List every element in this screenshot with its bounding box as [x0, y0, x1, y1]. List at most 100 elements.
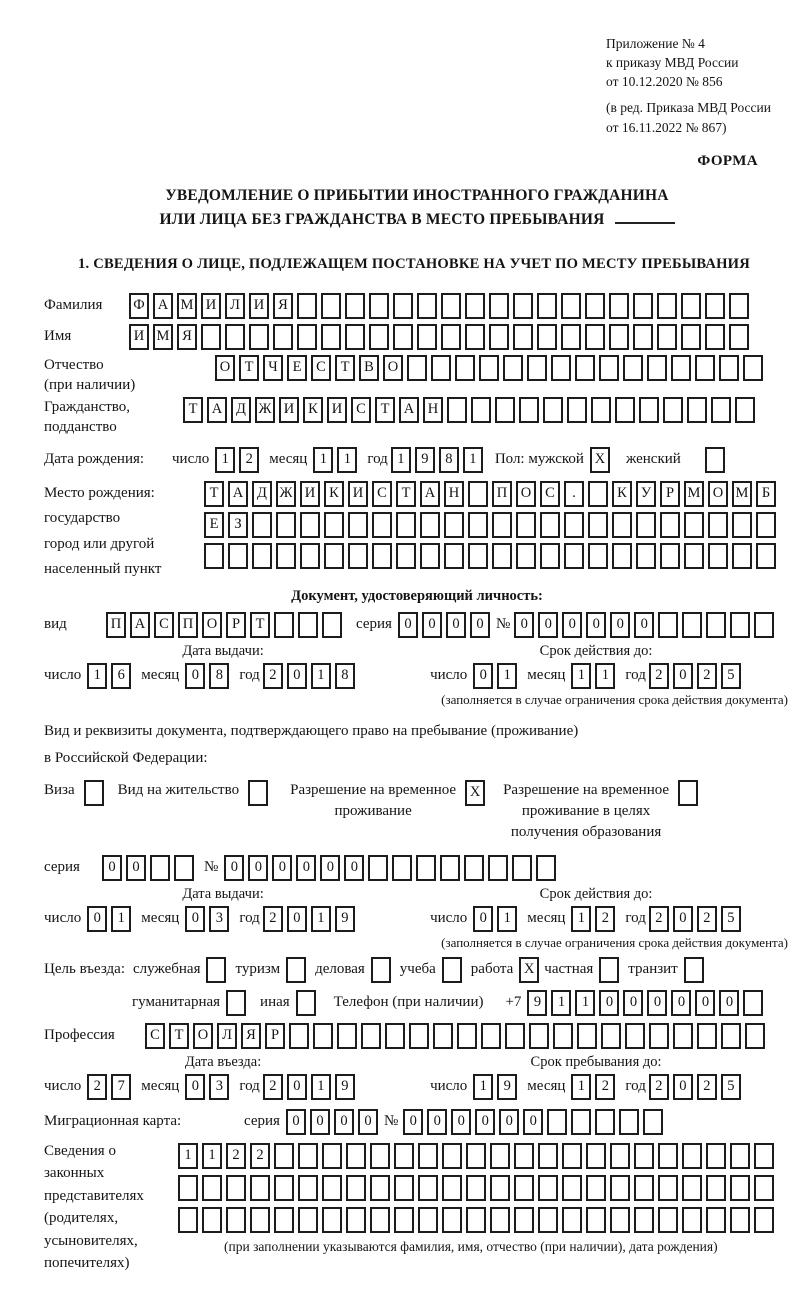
patronymic-cell[interactable]: Е	[287, 354, 307, 381]
issue-day-cell[interactable]: 6	[111, 662, 132, 689]
given-name-cell[interactable]	[681, 323, 701, 350]
representatives-cell[interactable]	[706, 1174, 726, 1201]
surname-cell[interactable]	[441, 292, 461, 319]
phone-cell[interactable]: 0	[647, 989, 668, 1016]
residence-doc-number-cell[interactable]	[512, 854, 533, 881]
birth-place-cell[interactable]	[276, 511, 296, 538]
residence-doc-series-cell[interactable]: 0	[102, 854, 122, 881]
residence-doc-number-cell[interactable]	[488, 854, 509, 881]
birth-place-cell[interactable]	[348, 511, 368, 538]
representatives-cell[interactable]	[322, 1142, 342, 1169]
migration-card-number-cell[interactable]: 0	[403, 1108, 424, 1135]
given-name-cell[interactable]	[729, 323, 749, 350]
surname-cell[interactable]	[417, 292, 437, 319]
residence-doc-number-cell[interactable]: 0	[224, 854, 245, 881]
representatives-cell[interactable]	[322, 1174, 342, 1201]
entry-day-cell[interactable]: 2	[87, 1073, 108, 1100]
birth-place-cell[interactable]	[444, 542, 464, 569]
profession-cell[interactable]	[481, 1022, 501, 1049]
citizenship-cell[interactable]: К	[303, 396, 323, 423]
representatives-cell[interactable]	[418, 1142, 438, 1169]
representatives-cell[interactable]	[586, 1206, 606, 1233]
stay-year-cell[interactable]: 2	[648, 1073, 669, 1100]
given-name-cell[interactable]	[369, 323, 389, 350]
representatives-cell[interactable]	[466, 1206, 486, 1233]
sex-male-cell[interactable]: X	[589, 446, 610, 473]
birth-place-cell[interactable]	[756, 542, 776, 569]
citizenship-cell[interactable]	[447, 396, 467, 423]
patronymic-cell[interactable]	[551, 354, 571, 381]
surname-cell[interactable]	[609, 292, 629, 319]
birth-place-cell[interactable]	[300, 542, 320, 569]
representatives-cell[interactable]	[370, 1206, 390, 1233]
patronymic-cell[interactable]: Ч	[263, 354, 283, 381]
citizenship-cell[interactable]	[543, 396, 563, 423]
representatives-cell[interactable]	[730, 1142, 750, 1169]
purpose-work-cell[interactable]: X	[519, 956, 540, 983]
birth-place-cell[interactable]: К	[612, 480, 632, 507]
given-name-cell[interactable]	[609, 323, 629, 350]
birth-year-cell[interactable]: 1	[390, 446, 411, 473]
given-name-cell[interactable]	[201, 323, 221, 350]
birth-place-cell[interactable]	[396, 511, 416, 538]
residence-doc-number-cell[interactable]	[392, 854, 413, 881]
patronymic-cell[interactable]	[455, 354, 475, 381]
temporary-residence-education-checkbox-cell[interactable]	[678, 779, 699, 806]
residence-doc-number-cell[interactable]: 0	[248, 854, 269, 881]
given-name-cell[interactable]	[537, 323, 557, 350]
citizenship-cell[interactable]	[591, 396, 611, 423]
migration-card-number-cell[interactable]	[571, 1108, 592, 1135]
citizenship-cell[interactable]	[495, 396, 515, 423]
identity-doc-kind-cell[interactable]	[274, 611, 294, 638]
valid-month-cell[interactable]: 1	[571, 662, 592, 689]
birth-place-cell[interactable]	[492, 511, 512, 538]
identity-doc-kind-cell[interactable]: П	[106, 611, 126, 638]
representatives-cell[interactable]	[370, 1174, 390, 1201]
identity-doc-series-cell[interactable]: 0	[421, 611, 442, 638]
representatives-cell[interactable]	[202, 1206, 222, 1233]
birth-place-cell[interactable]	[756, 511, 776, 538]
representatives-cell[interactable]	[250, 1206, 270, 1233]
birth-place-cell[interactable]	[372, 542, 392, 569]
valid-year-cell[interactable]: 2	[648, 905, 669, 932]
patronymic-cell[interactable]	[407, 354, 427, 381]
residence-doc-series-cell[interactable]	[174, 854, 194, 881]
birth-place-cell[interactable]	[684, 542, 704, 569]
representatives-cell[interactable]	[490, 1206, 510, 1233]
entry-day-cell[interactable]: 7	[111, 1073, 132, 1100]
migration-card-number-cell[interactable]: 0	[427, 1108, 448, 1135]
representatives-cell[interactable]	[610, 1174, 630, 1201]
valid-day-cell[interactable]: 0	[473, 662, 494, 689]
identity-doc-series-cell[interactable]: 0	[445, 611, 466, 638]
representatives-cell[interactable]	[658, 1206, 678, 1233]
representatives-cell[interactable]	[538, 1174, 558, 1201]
birth-place-cell[interactable]: Т	[396, 480, 416, 507]
citizenship-cell[interactable]: Т	[183, 396, 203, 423]
birth-place-cell[interactable]	[468, 480, 488, 507]
representatives-cell[interactable]	[370, 1142, 390, 1169]
surname-cell[interactable]	[657, 292, 677, 319]
profession-cell[interactable]	[673, 1022, 693, 1049]
patronymic-cell[interactable]	[743, 354, 763, 381]
birth-place-cell[interactable]	[540, 542, 560, 569]
birth-place-cell[interactable]	[348, 542, 368, 569]
citizenship-cell[interactable]	[567, 396, 587, 423]
identity-doc-number-cell[interactable]: 0	[586, 611, 607, 638]
given-name-cell[interactable]	[633, 323, 653, 350]
representatives-cell[interactable]	[322, 1206, 342, 1233]
representatives-cell[interactable]	[730, 1206, 750, 1233]
birth-place-cell[interactable]	[540, 511, 560, 538]
identity-doc-kind-cell[interactable]: А	[130, 611, 150, 638]
birth-year-cell[interactable]: 9	[414, 446, 435, 473]
valid-day-cell[interactable]: 1	[497, 662, 518, 689]
phone-cell[interactable]: 1	[551, 989, 572, 1016]
surname-cell[interactable]	[705, 292, 725, 319]
surname-cell[interactable]	[585, 292, 605, 319]
identity-doc-kind-cell[interactable]: С	[154, 611, 174, 638]
citizenship-cell[interactable]: Ж	[255, 396, 275, 423]
birth-place-cell[interactable]: Т	[204, 480, 224, 507]
identity-doc-number-cell[interactable]: 0	[610, 611, 631, 638]
birth-place-cell[interactable]	[372, 511, 392, 538]
representatives-cell[interactable]	[562, 1206, 582, 1233]
given-name-cell[interactable]: И	[129, 323, 149, 350]
